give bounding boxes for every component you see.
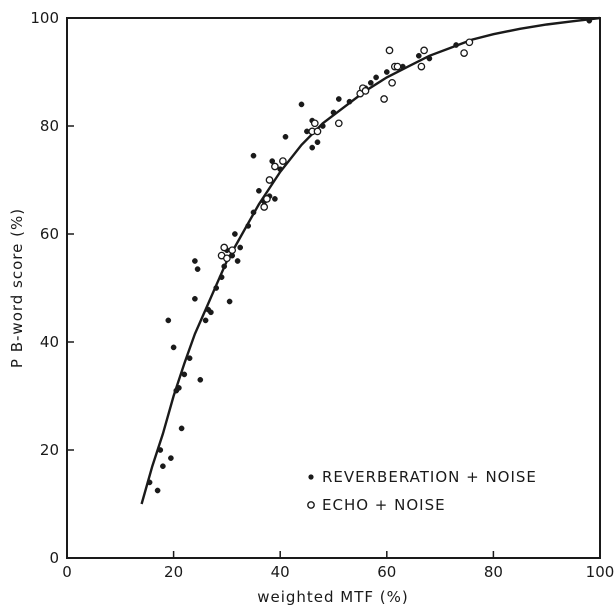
reverberation-noise-point-21 — [221, 263, 228, 270]
echo-noise-point-24 — [465, 38, 474, 47]
reverberation-noise-point-55 — [586, 17, 593, 24]
legend: REVERBERATION + NOISE ECHO + NOISE — [307, 468, 537, 514]
echo-noise-point-21 — [417, 62, 426, 71]
reverberation-noise-point-44 — [330, 109, 337, 116]
reverberation-noise-point-35 — [272, 196, 278, 202]
plot-frame — [66, 17, 601, 559]
reverberation-noise-point-26 — [234, 258, 241, 264]
echo-noise-point-17 — [385, 46, 394, 55]
echo-noise-point-18 — [388, 78, 396, 87]
reverberation-noise-point-20 — [218, 274, 225, 281]
reverberation-noise-point-54 — [453, 42, 459, 48]
reverberation-noise-point-46 — [346, 98, 353, 105]
reverberation-noise-point-3 — [160, 463, 166, 470]
echo-noise-point-7 — [271, 162, 279, 171]
reverberation-noise-point-6 — [170, 344, 177, 351]
x-tick-label-100: 100 — [586, 563, 615, 581]
x-axis-label: weighted MTF (%) — [257, 588, 409, 606]
echo-noise-point-1 — [220, 243, 229, 252]
fit-curve — [140, 16, 601, 505]
reverberation-noise-point-23 — [226, 298, 233, 305]
echo-noise-point-5 — [263, 195, 271, 203]
reverberation-noise-point-42 — [314, 139, 321, 146]
reverberation-noise-point-48 — [367, 79, 374, 86]
reverberation-noise-point-11 — [186, 355, 193, 362]
x-tick-label-0: 0 — [62, 563, 72, 581]
reverberation-noise-point-8 — [176, 385, 182, 391]
reverberation-noise-point-49 — [373, 74, 379, 81]
reverberation-noise-point-25 — [232, 231, 238, 237]
reverberation-noise-point-10 — [181, 371, 188, 378]
reverberation-noise-point-9 — [178, 425, 185, 432]
reverberation-noise-point-27 — [237, 244, 244, 251]
echo-noise-point-22 — [420, 46, 428, 55]
reverberation-noise-point-53 — [426, 55, 433, 62]
reverberation-noise-point-0 — [146, 479, 153, 486]
reverberation-noise-point-45 — [335, 96, 342, 102]
echo-noise-point-8 — [279, 157, 287, 165]
ticks — [66, 17, 601, 559]
reverberation-noise-point-5 — [168, 455, 174, 461]
data-points — [146, 17, 593, 494]
legend-marker-echo — [307, 501, 315, 509]
x-tick-label-60: 60 — [377, 563, 396, 581]
reverberation-noise-point-43 — [319, 123, 326, 129]
legend-label-echo: ECHO + NOISE — [322, 496, 446, 514]
reverberation-noise-point-12 — [192, 295, 198, 302]
y-tick-label-20: 20 — [40, 441, 59, 459]
reverberation-noise-point-29 — [250, 209, 257, 216]
reverberation-noise-point-4 — [165, 317, 172, 324]
reverberation-noise-point-50 — [383, 69, 390, 75]
reverberation-noise-point-2 — [157, 447, 164, 453]
y-tick-label-100: 100 — [30, 9, 59, 27]
reverberation-noise-point-15 — [197, 376, 204, 383]
echo-noise-point-6 — [265, 176, 274, 184]
echo-noise-point-4 — [260, 203, 269, 211]
echo-noise-point-15 — [361, 87, 370, 95]
y-tick-label-60: 60 — [40, 225, 59, 243]
tick-labels: 0 20 40 60 80 100 0 20 40 60 80 100 — [30, 9, 614, 581]
reverberation-noise-point-37 — [282, 133, 289, 140]
reverberation-noise-point-14 — [194, 266, 201, 272]
reverberation-noise-point-34 — [269, 158, 276, 164]
y-tick-label-40: 40 — [40, 333, 59, 351]
reverberation-noise-point-31 — [256, 187, 262, 194]
reverberation-noise-point-19 — [213, 285, 220, 291]
reverberation-noise-point-38 — [298, 101, 305, 108]
reverberation-noise-point-13 — [192, 258, 198, 264]
y-axis-label: P B-word score (%) — [8, 208, 26, 368]
reverberation-noise-point-1 — [154, 487, 161, 494]
reverberation-noise-point-18 — [208, 309, 214, 316]
echo-noise-point-20 — [393, 62, 402, 71]
reverberation-noise-point-52 — [415, 52, 422, 59]
y-tick-label-0: 0 — [49, 549, 59, 567]
echo-noise-point-10 — [310, 119, 319, 128]
x-tick-label-20: 20 — [164, 563, 183, 581]
legend-marker-reverberation — [308, 474, 314, 480]
reverberation-noise-point-30 — [250, 152, 257, 159]
echo-noise-point-2 — [223, 254, 231, 263]
echo-noise-point-16 — [380, 95, 388, 103]
reverberation-noise-point-16 — [202, 317, 209, 324]
y-tick-label-80: 80 — [40, 117, 59, 135]
reverberation-noise-point-28 — [245, 223, 252, 229]
x-tick-label-80: 80 — [484, 563, 503, 581]
echo-noise-point-23 — [460, 49, 468, 57]
x-tick-label-40: 40 — [271, 563, 290, 581]
echo-noise-point-3 — [228, 246, 237, 255]
echo-noise-point-12 — [334, 119, 343, 128]
echo-noise-point-11 — [313, 127, 322, 136]
legend-label-reverberation: REVERBERATION + NOISE — [322, 468, 537, 486]
reverberation-noise-point-40 — [309, 144, 316, 151]
